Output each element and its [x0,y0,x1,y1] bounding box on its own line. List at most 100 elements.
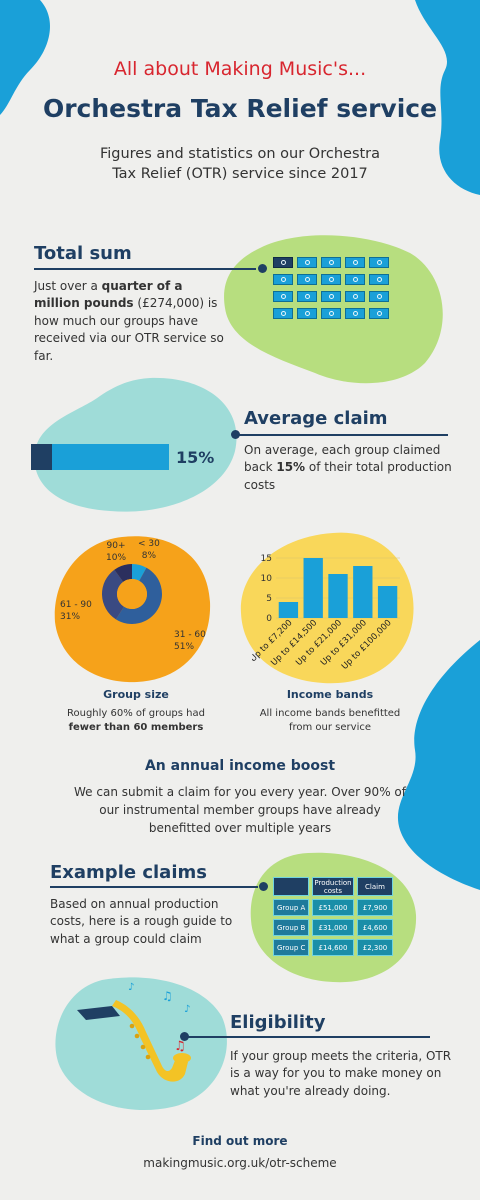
bar [278,602,299,618]
header-pretitle: All about Making Music's... [113,58,367,80]
y-tick-label: 5 [266,594,272,604]
donut-label-90-plus-pct: 10% [106,552,127,563]
annual-heading: An annual income boost [144,758,336,774]
income-bands-text-line-2: from our service [288,722,372,733]
total-sum-text-bold: quarter of a million pounds [34,279,183,311]
group-size-text-bold: fewer than 60 members [68,722,204,733]
banknote-icon [273,257,293,268]
svg-text:♪: ♪ [184,1004,190,1015]
example-claims-rule [50,886,258,888]
bar [377,586,398,618]
banknote-icon [321,291,341,302]
table-header-cell [273,877,309,896]
table-header-cell: Production costs [312,877,354,896]
header-subtitle-line-1: Figures and statistics on our Orchestra [99,146,381,162]
banknote-grid-icon [273,257,403,327]
donut-label-31-60: 31 - 60 51% [174,630,206,653]
average-claim-rule [238,434,448,436]
table-row: Group B £31,000 £4,600 [273,919,393,936]
total-sum-text: Just over a quarter of a million pounds … [34,278,224,365]
donut-label-under-30: < 30 8% [138,539,160,562]
average-claim-text: On average, each group claimed back 15% … [244,442,459,494]
table-cell: £7,900 [357,899,393,916]
bar [353,566,373,618]
annual-line-1: We can submit a claim for you every year… [74,785,406,799]
corner-blob-top-right [415,0,480,195]
bar [328,574,348,618]
example-claims-table: Production costs Claim Group A £51,000 £… [270,874,396,959]
table-cell: £4,600 [357,919,393,936]
footer-label: Find out more [192,1134,288,1148]
banknote-icon [369,257,389,268]
eligibility-heading: Eligibility [230,1012,326,1033]
table-cell: Group B [273,919,309,936]
table-row: Group A £51,000 £7,900 [273,899,393,916]
average-claim-bar-track [31,444,169,470]
donut-slice [115,567,162,624]
donut-slice [102,569,124,620]
group-size-text-line-1: Roughly 60% of groups had [67,708,205,719]
svg-text:♫: ♫ [174,1039,186,1054]
table-header-cell: Claim [357,877,393,896]
donut-slice [132,564,147,581]
banknote-icon [273,291,293,302]
banknote-icon [297,257,317,268]
donut-label-61-90-name: 61 - 90 [60,600,92,610]
total-sum-text-prefix: Just over a [34,279,102,293]
donut-label-61-90: 61 - 90 31% [60,600,92,623]
example-claims-rule-dot [259,882,268,891]
corner-blob-top-left [0,0,51,115]
average-claim-heading: Average claim [244,408,388,429]
eligibility-rule-dot [180,1032,189,1041]
total-sum-heading: Total sum [34,243,132,264]
y-tick-label: 0 [266,614,272,624]
saxophone-icon: ♫ ♪ ♪ ♫ [77,982,191,1082]
table-cell: Group C [273,939,309,956]
right-blob-middle [397,640,480,890]
example-claims-table-wrap: Production costs Claim Group A £51,000 £… [270,874,396,959]
total-sum-rule-dot [258,264,267,273]
table-row: Group C £14,600 £2,300 [273,939,393,956]
average-claim-value: 15% [176,448,215,467]
banknote-icon [369,308,389,319]
banknote-icon [297,308,317,319]
svg-text:♫: ♫ [162,989,173,1003]
average-claim-bar-fill [31,444,52,470]
donut-label-under-30-pct: 8% [141,550,157,561]
example-claims-heading: Example claims [50,862,207,883]
total-sum-rule [34,268,256,270]
banknote-icon [345,257,365,268]
banknote-icon [273,308,293,319]
group-size-heading: Group size [103,688,169,701]
donut-label-under-30-name: < 30 [138,539,160,549]
table-cell: Group A [273,899,309,916]
average-claim-text-suffix: of their total production costs [244,460,452,492]
donut-label-90-plus: 90+ 10% [106,541,126,564]
table-cell: £14,600 [312,939,354,956]
banknote-icon [321,308,341,319]
bar [303,558,323,618]
eligibility-rule [188,1036,430,1038]
total-sum-text-suffix: (£274,000) is how much our groups have r… [34,296,224,363]
page-title: Orchestra Tax Relief service [42,94,438,123]
table-header-row: Production costs Claim [273,877,393,896]
annual-line-2: our instrumental member groups have alre… [99,803,381,817]
average-claim-text-bold: 15% [276,460,306,475]
average-claim-rule-dot [231,430,240,439]
income-bands-heading: Income bands [286,688,374,701]
banknote-icon [345,308,365,319]
table-cell: £51,000 [312,899,354,916]
banknote-icon [297,274,317,285]
footer-link[interactable]: makingmusic.org.uk/otr-scheme [143,1156,337,1170]
donut-slice [114,564,132,582]
example-claims-text: Based on annual production costs, here i… [50,897,233,946]
banknote-icon [345,291,365,302]
y-tick-label: 15 [261,554,272,564]
header-subtitle-line-2: Tax Relief (OTR) service since 2017 [112,166,368,182]
income-bands-text-line-1: All income bands benefitted [259,708,401,719]
banknote-icon [369,291,389,302]
eligibility-text: If your group meets the criteria, OTR is… [230,1049,452,1098]
banknote-icon [321,274,341,285]
y-tick-label: 10 [261,574,273,584]
banknote-icon [321,257,341,268]
